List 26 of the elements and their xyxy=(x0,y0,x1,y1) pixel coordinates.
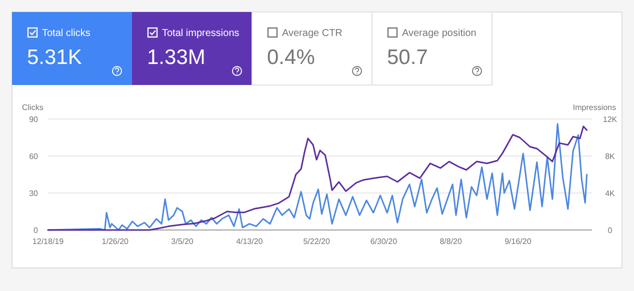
x-tick-label: 8/8/20 xyxy=(440,237,463,246)
x-tick-label: 12/18/19 xyxy=(32,237,64,246)
x-tick-label: 4/13/20 xyxy=(236,237,264,246)
text: 1.33M xyxy=(147,46,206,69)
y-axis-title: Clicks xyxy=(22,103,44,112)
x-tick-label: 6/30/20 xyxy=(370,237,398,246)
y-tick-label: 0 xyxy=(34,226,39,235)
x-tick-label: 5/22/20 xyxy=(303,237,330,246)
text: 5.31K xyxy=(27,46,82,69)
y2-tick-label: 4K xyxy=(605,189,616,198)
y2-tick-label: 0 xyxy=(608,226,613,235)
x-tick-label: 3/5/20 xyxy=(171,237,194,246)
text: 0.4% xyxy=(267,46,315,69)
y-tick-label: 60 xyxy=(29,152,39,161)
y2-axis-title: Impressions xyxy=(572,103,616,112)
x-tick-label: 9/16/20 xyxy=(504,237,532,246)
text: 50.7 xyxy=(387,46,428,69)
y-tick-label: 90 xyxy=(29,115,39,124)
y2-tick-label: 8K xyxy=(605,152,616,161)
x-tick-label: 1/26/20 xyxy=(102,237,130,246)
category-label: Average CTR xyxy=(282,28,342,39)
y2-tick-label: 12K xyxy=(602,115,618,124)
y-tick-label: 30 xyxy=(29,189,39,198)
category-label: Average position xyxy=(402,28,476,39)
category-label: Total impressions xyxy=(162,28,240,39)
category-label: Total clicks xyxy=(42,28,90,39)
